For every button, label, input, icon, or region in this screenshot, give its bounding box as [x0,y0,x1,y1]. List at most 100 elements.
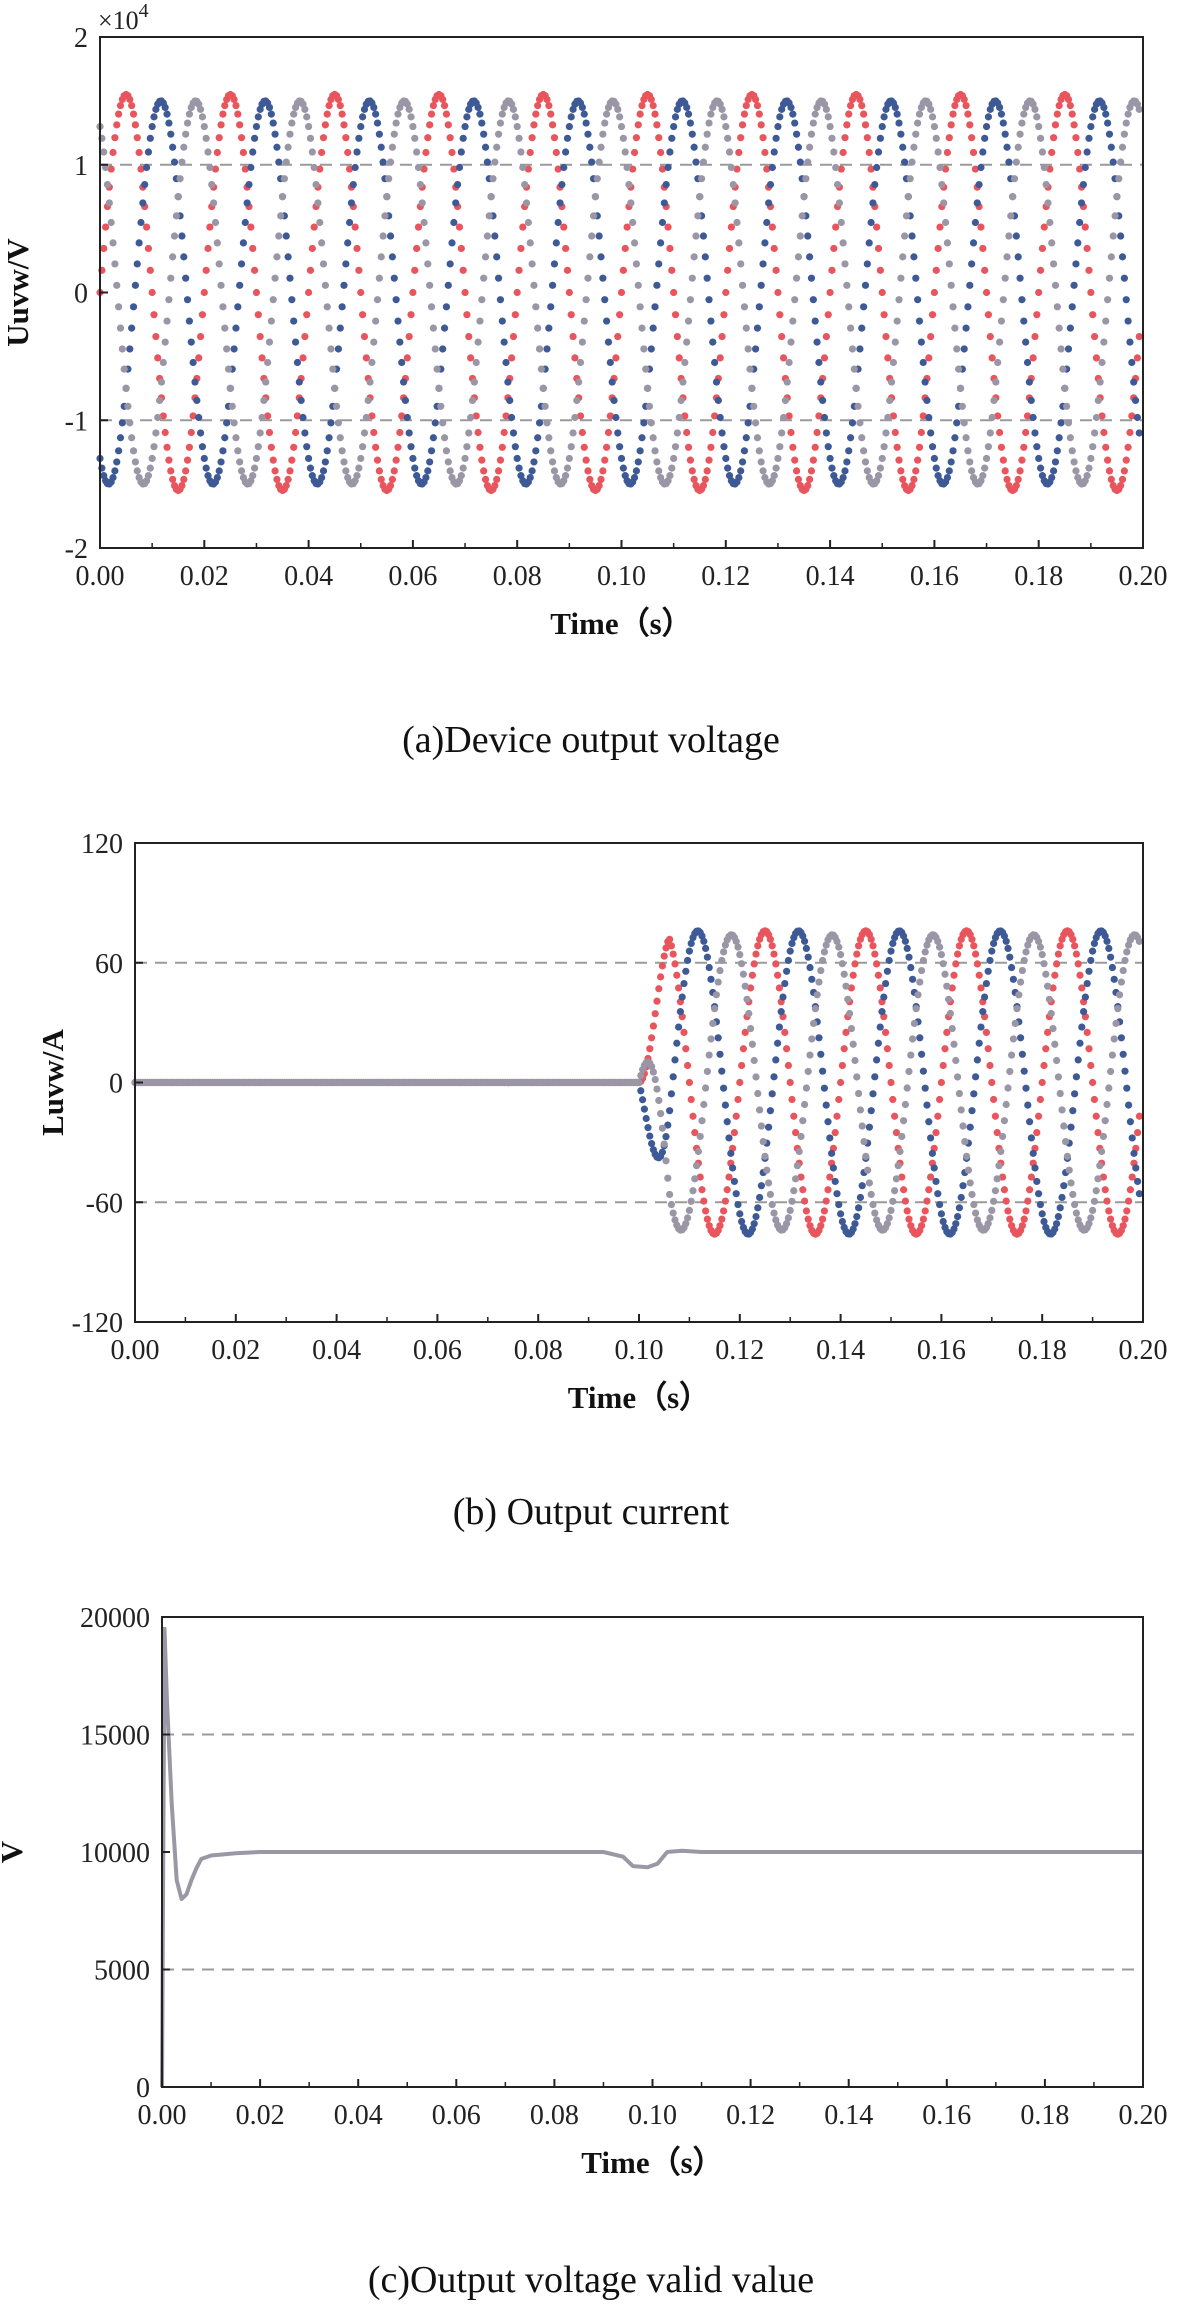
data-point [988,1206,996,1215]
data-point [1076,1039,1084,1047]
data-point [126,95,134,104]
data-point [1126,338,1134,346]
data-point [657,973,665,981]
data-point [1068,303,1076,311]
data-point [864,1166,872,1174]
data-point [1085,1220,1093,1228]
data-point [630,239,639,247]
data-point [662,180,670,189]
data-point [115,447,123,455]
data-point [776,113,784,121]
data-point [392,296,400,304]
data-point [807,467,816,475]
data-point [891,1187,899,1195]
data-point [858,101,866,110]
data-point [1089,947,1097,955]
data-point [1123,948,1131,956]
data-point [806,475,814,484]
data-point [491,232,499,240]
data-point [664,163,672,172]
data-point [226,384,234,392]
data-point [217,458,225,466]
data-point [193,396,201,405]
data-point [103,180,112,189]
data-point [440,101,449,110]
data-point [487,193,495,201]
data-point [750,1220,758,1228]
data-point [1014,475,1022,484]
data-point [1072,260,1080,268]
data-point [303,113,311,121]
data-point [1044,982,1052,990]
data-point [969,239,978,247]
data-point [1087,288,1095,297]
data-point [831,1177,839,1186]
data-point [1042,1045,1050,1053]
data-point [738,458,747,466]
data-point [150,113,158,121]
data-point [1017,1034,1025,1042]
data-point [738,1061,746,1070]
data-point [856,419,864,427]
data-point [472,358,480,367]
data-point [318,239,326,247]
data-point [783,967,791,975]
data-point [696,1173,704,1181]
data-point [323,303,331,311]
data-point [293,358,302,367]
x-tick-label: 0.18 [1020,2100,1069,2131]
data-point [722,288,730,297]
data-point [221,324,229,332]
data-point [252,288,261,297]
data-point [775,1023,784,1031]
data-point [653,121,661,129]
data-point [727,163,735,172]
data-point [689,1112,697,1120]
data-point [725,148,734,156]
data-point [918,1050,926,1058]
data-point [1020,956,1028,965]
data-point [446,260,454,268]
data-point [580,317,588,325]
data-point [517,148,525,156]
data-point [956,384,965,392]
x-tick-label: 0.04 [312,1335,361,1366]
data-point [640,419,648,427]
data-point [629,218,637,227]
data-point [299,413,307,422]
data-point [986,1061,994,1070]
data-point [1053,1220,1061,1228]
data-point [481,475,490,484]
data-point [1031,332,1039,341]
data-point [918,1222,926,1230]
data-point [401,396,410,405]
data-point [178,481,186,490]
data-point [878,1008,886,1016]
data-point [537,365,546,373]
data-point [732,1190,740,1198]
data-point [327,419,335,427]
data-point [1098,412,1106,420]
data-point [722,122,730,131]
data-point [1042,970,1050,978]
data-point [688,130,696,138]
data-point [271,467,279,475]
data-point [424,134,432,142]
data-point [871,1209,879,1217]
data-point [478,456,486,464]
y-axis-ticks: 210-1-2 [65,23,108,565]
data-point [1003,253,1011,261]
data-point [1083,244,1091,253]
data-point [1054,950,1062,958]
data-point [804,1067,812,1076]
data-point [221,101,229,110]
data-point [964,447,972,455]
data-point [576,412,585,420]
data-point [128,101,136,110]
data-point [914,991,922,999]
data-point [882,332,890,341]
data-point [334,419,342,427]
data-point [718,956,726,965]
data-point [362,354,370,362]
data-point [858,434,866,442]
